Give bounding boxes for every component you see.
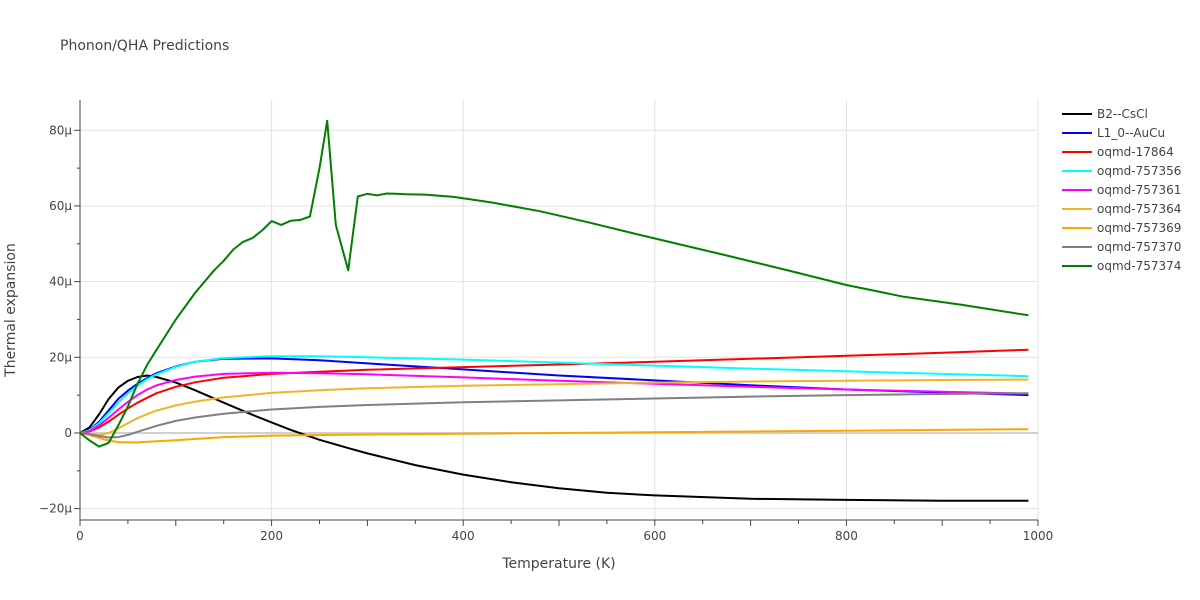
series-line-oqmd-757370 <box>79 392 1029 439</box>
series-line-oqmd-17864 <box>79 348 1029 434</box>
x-tick-label: 200 <box>260 529 283 543</box>
legend-label: oqmd-757374 <box>1097 259 1181 273</box>
chart-title: Phonon/QHA Predictions <box>60 38 229 54</box>
x-tick-label: 600 <box>643 529 666 543</box>
axes: 0 200 400 600 800 1000 −20μ 0 20μ 40μ 60μ 80μ <box>39 100 1053 543</box>
legend-item[interactable]: oqmd-17864 <box>1062 145 1174 159</box>
x-tick-label: 400 <box>452 529 475 543</box>
y-tick-label: 0 <box>64 426 72 440</box>
legend-item[interactable]: oqmd-757364 <box>1062 202 1181 216</box>
legend-item[interactable]: oqmd-757369 <box>1062 221 1181 235</box>
x-tick-label: 0 <box>76 529 84 543</box>
series-line-oqmd-757374 <box>79 119 1029 448</box>
series-lines <box>79 119 1029 502</box>
legend-item[interactable]: oqmd-757374 <box>1062 259 1181 273</box>
y-tick-label: 20μ <box>49 350 72 364</box>
y-tick-label: 60μ <box>49 199 72 213</box>
legend-item[interactable]: L1_0--AuCu <box>1062 126 1165 140</box>
y-tick-label: 40μ <box>49 275 72 289</box>
legend-label: oqmd-757364 <box>1097 202 1181 216</box>
legend-label: oqmd-757370 <box>1097 240 1181 254</box>
series-line-B2--CsCl <box>79 374 1029 502</box>
legend-item[interactable]: oqmd-757356 <box>1062 164 1181 178</box>
legend-label: L1_0--AuCu <box>1097 126 1165 140</box>
legend-label: oqmd-17864 <box>1097 145 1174 159</box>
grid <box>80 100 1039 520</box>
x-axis-title: Temperature (K) <box>501 556 615 572</box>
series-line-oqmd-757356 <box>79 355 1029 434</box>
legend-label: oqmd-757356 <box>1097 164 1181 178</box>
legend-item[interactable]: oqmd-757361 <box>1062 183 1181 197</box>
legend-label: B2--CsCl <box>1097 107 1148 121</box>
x-tick-label: 800 <box>835 529 858 543</box>
legend-item[interactable]: B2--CsCl <box>1062 107 1148 121</box>
legend: B2--CsCl L1_0--AuCu oqmd-17864 oqmd-757356 o… <box>1062 107 1181 273</box>
legend-item[interactable]: oqmd-757370 <box>1062 240 1181 254</box>
legend-label: oqmd-757361 <box>1097 183 1181 197</box>
series-line-oqmd-757364 <box>79 378 1029 437</box>
legend-label: oqmd-757369 <box>1097 221 1181 235</box>
series-line-oqmd-757361 <box>79 371 1029 434</box>
series-line-oqmd-757369 <box>79 428 1029 444</box>
y-axis-title: Thermal expansion <box>3 243 19 378</box>
x-tick-label: 1000 <box>1023 529 1054 543</box>
y-tick-label: 80μ <box>49 123 72 137</box>
y-tick-label: −20μ <box>39 502 72 516</box>
series-line-L1_0--AuCu <box>79 357 1029 434</box>
